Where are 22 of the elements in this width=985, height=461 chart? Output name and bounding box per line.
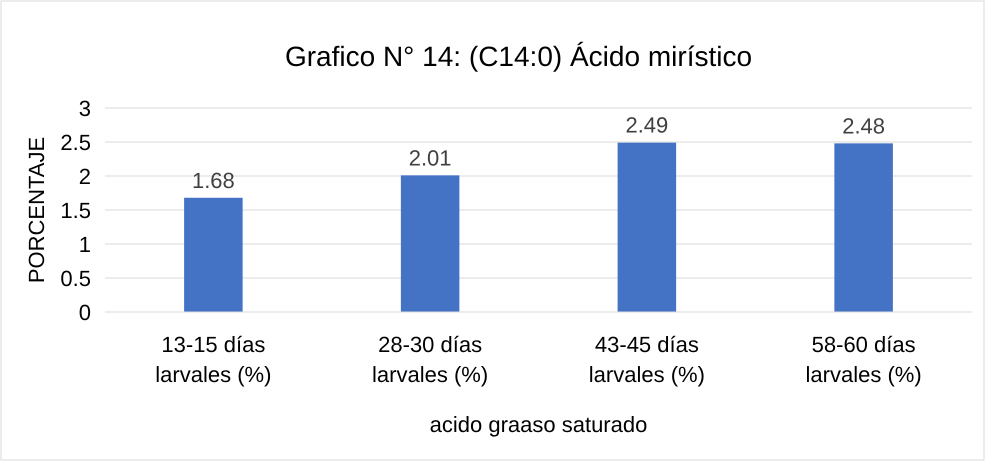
x-tick-label: 28-30 días larvales (%)	[372, 332, 488, 387]
chart-title: Grafico N° 14: (C14:0) Ácido mirístico	[284, 41, 752, 72]
bar	[184, 198, 243, 312]
y-tick-label: 1.5	[60, 198, 91, 223]
x-tick-label: 13-15 días larvales (%)	[155, 332, 272, 387]
data-label: 2.48	[842, 113, 886, 138]
x-axis-title: acido graaso saturado	[430, 412, 648, 437]
y-tick-label: 2	[78, 164, 91, 189]
x-tick-label: 58-60 días larvales (%)	[806, 332, 922, 387]
y-tick-label: 0.5	[60, 266, 91, 291]
bar	[834, 143, 893, 312]
bar	[618, 142, 676, 312]
data-label: 2.01	[408, 145, 452, 170]
y-axis-title: PORCENTAJE	[24, 136, 49, 284]
y-tick-label: 0	[78, 300, 91, 325]
y-tick-label: 1	[78, 232, 91, 257]
y-tick-label: 3	[78, 96, 91, 121]
bar	[400, 175, 460, 312]
y-tick-label: 2.5	[60, 130, 91, 155]
data-label: 1.68	[192, 168, 235, 193]
data-label: 2.49	[625, 112, 668, 138]
x-tick-label: 43-45 días larvales (%)	[588, 332, 705, 387]
